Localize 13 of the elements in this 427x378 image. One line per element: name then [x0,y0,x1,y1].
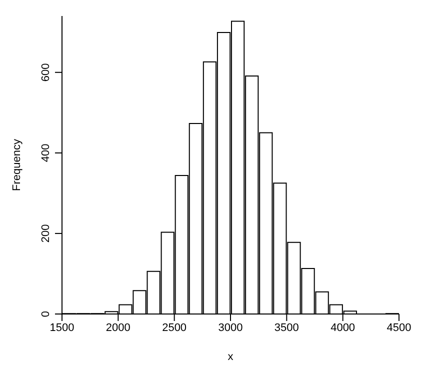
x-tick-label: 2000 [106,322,130,334]
x-axis-title: x [228,351,234,363]
y-tick-label: 200 [40,224,52,243]
x-tick-label: 4500 [386,322,412,334]
y-tick-label: 0 [40,310,52,318]
x-tick-label: 4000 [330,322,356,334]
x-tick-label: 3000 [218,322,243,334]
x-tick-label: 3500 [274,322,299,334]
x-tick-label: 1500 [50,322,74,334]
y-tick-label: 600 [40,63,52,82]
x-tick-label: 2500 [162,322,187,334]
y-axis-title: Frequency [10,138,23,191]
y-tick-label: 400 [40,144,52,162]
